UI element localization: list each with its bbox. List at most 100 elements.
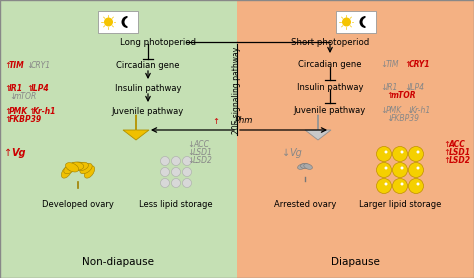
Text: ↑: ↑ <box>4 148 12 158</box>
Circle shape <box>161 157 170 165</box>
Text: ↑: ↑ <box>4 61 11 70</box>
Circle shape <box>182 168 191 177</box>
Text: ↓: ↓ <box>26 61 33 70</box>
Text: ↑: ↑ <box>4 115 11 124</box>
Text: ACC: ACC <box>449 140 466 149</box>
Text: Phm: Phm <box>235 116 254 125</box>
Text: ↓: ↓ <box>282 148 290 158</box>
Circle shape <box>161 168 170 177</box>
Ellipse shape <box>64 163 76 174</box>
Text: Vg: Vg <box>11 148 26 158</box>
Text: Juvenile pathway: Juvenile pathway <box>112 107 184 116</box>
Text: Developed ovary: Developed ovary <box>42 200 114 209</box>
Text: Arrested ovary: Arrested ovary <box>274 200 336 209</box>
Circle shape <box>384 150 388 153</box>
Circle shape <box>172 157 181 165</box>
Text: FKBP39: FKBP39 <box>391 114 420 123</box>
Text: ILP4: ILP4 <box>409 83 425 92</box>
Ellipse shape <box>84 166 95 178</box>
Text: ↑: ↑ <box>4 107 11 116</box>
Text: LSD2: LSD2 <box>449 156 471 165</box>
Text: Larger lipid storage: Larger lipid storage <box>359 200 441 209</box>
Circle shape <box>376 163 392 177</box>
Text: Insulin pathway: Insulin pathway <box>297 83 363 92</box>
Circle shape <box>172 178 181 187</box>
Text: Kr-h1: Kr-h1 <box>411 106 431 115</box>
Text: Juvenile pathway: Juvenile pathway <box>294 106 366 115</box>
Text: Long photoperiod: Long photoperiod <box>120 38 196 47</box>
Circle shape <box>409 163 423 177</box>
Circle shape <box>104 18 113 26</box>
Text: LSD1: LSD1 <box>193 148 213 157</box>
Text: Non-diapause: Non-diapause <box>82 257 154 267</box>
Circle shape <box>384 182 388 185</box>
Ellipse shape <box>72 162 86 170</box>
Text: ↑: ↑ <box>212 117 219 126</box>
Text: ↑: ↑ <box>443 156 450 165</box>
Circle shape <box>392 147 408 162</box>
Text: ↓: ↓ <box>380 60 387 69</box>
Text: ↓: ↓ <box>406 106 413 115</box>
Circle shape <box>401 167 403 170</box>
Text: ↓: ↓ <box>187 148 194 157</box>
Text: ↑: ↑ <box>26 84 33 93</box>
Circle shape <box>363 18 372 26</box>
Text: Kr-h1: Kr-h1 <box>33 107 56 116</box>
Circle shape <box>161 178 170 187</box>
Circle shape <box>392 163 408 177</box>
Text: CRY1: CRY1 <box>31 61 51 70</box>
Text: Vg: Vg <box>289 148 302 158</box>
Text: ↓: ↓ <box>9 92 16 101</box>
Text: ACC: ACC <box>193 140 209 149</box>
Ellipse shape <box>70 162 84 170</box>
Text: PMK: PMK <box>386 106 402 115</box>
FancyBboxPatch shape <box>336 11 376 33</box>
Ellipse shape <box>61 166 72 178</box>
Circle shape <box>182 157 191 165</box>
Text: ↑: ↑ <box>386 91 393 100</box>
Ellipse shape <box>304 164 312 169</box>
Circle shape <box>172 168 181 177</box>
Ellipse shape <box>77 163 91 172</box>
Circle shape <box>342 18 351 26</box>
Text: Circadian gene: Circadian gene <box>116 61 180 70</box>
Ellipse shape <box>301 163 310 168</box>
Text: ↓: ↓ <box>386 114 393 123</box>
Wedge shape <box>359 16 365 28</box>
Text: IR1: IR1 <box>9 84 23 93</box>
Text: CRY1: CRY1 <box>409 60 430 69</box>
Text: ↑: ↑ <box>404 60 411 69</box>
FancyBboxPatch shape <box>98 11 138 33</box>
Text: Less lipid storage: Less lipid storage <box>139 200 213 209</box>
Ellipse shape <box>298 164 306 169</box>
Ellipse shape <box>65 163 79 172</box>
Text: TIM: TIM <box>9 61 25 70</box>
Circle shape <box>417 167 419 170</box>
Text: ↓: ↓ <box>404 83 411 92</box>
Text: IR1: IR1 <box>386 83 398 92</box>
Text: ↑: ↑ <box>443 140 450 149</box>
Text: ↑: ↑ <box>28 107 35 116</box>
Circle shape <box>417 150 419 153</box>
Text: mTOR: mTOR <box>14 92 37 101</box>
Text: LSD2: LSD2 <box>193 156 213 165</box>
Circle shape <box>409 147 423 162</box>
Text: Insulin pathway: Insulin pathway <box>115 84 181 93</box>
Text: ↑: ↑ <box>4 84 11 93</box>
Text: ↓: ↓ <box>380 106 387 115</box>
Text: ↓: ↓ <box>187 140 194 149</box>
Text: mTOR: mTOR <box>391 91 417 100</box>
Ellipse shape <box>67 162 81 171</box>
Text: 20E signaling pathway: 20E signaling pathway <box>233 46 241 134</box>
Circle shape <box>384 167 388 170</box>
Circle shape <box>417 182 419 185</box>
Circle shape <box>376 147 392 162</box>
Circle shape <box>392 178 408 193</box>
Circle shape <box>409 178 423 193</box>
Text: TIM: TIM <box>386 60 400 69</box>
Text: FKBP39: FKBP39 <box>9 115 42 124</box>
FancyArrow shape <box>123 115 149 140</box>
Text: LSD1: LSD1 <box>449 148 471 157</box>
Text: Circadian gene: Circadian gene <box>298 60 362 69</box>
Circle shape <box>182 178 191 187</box>
